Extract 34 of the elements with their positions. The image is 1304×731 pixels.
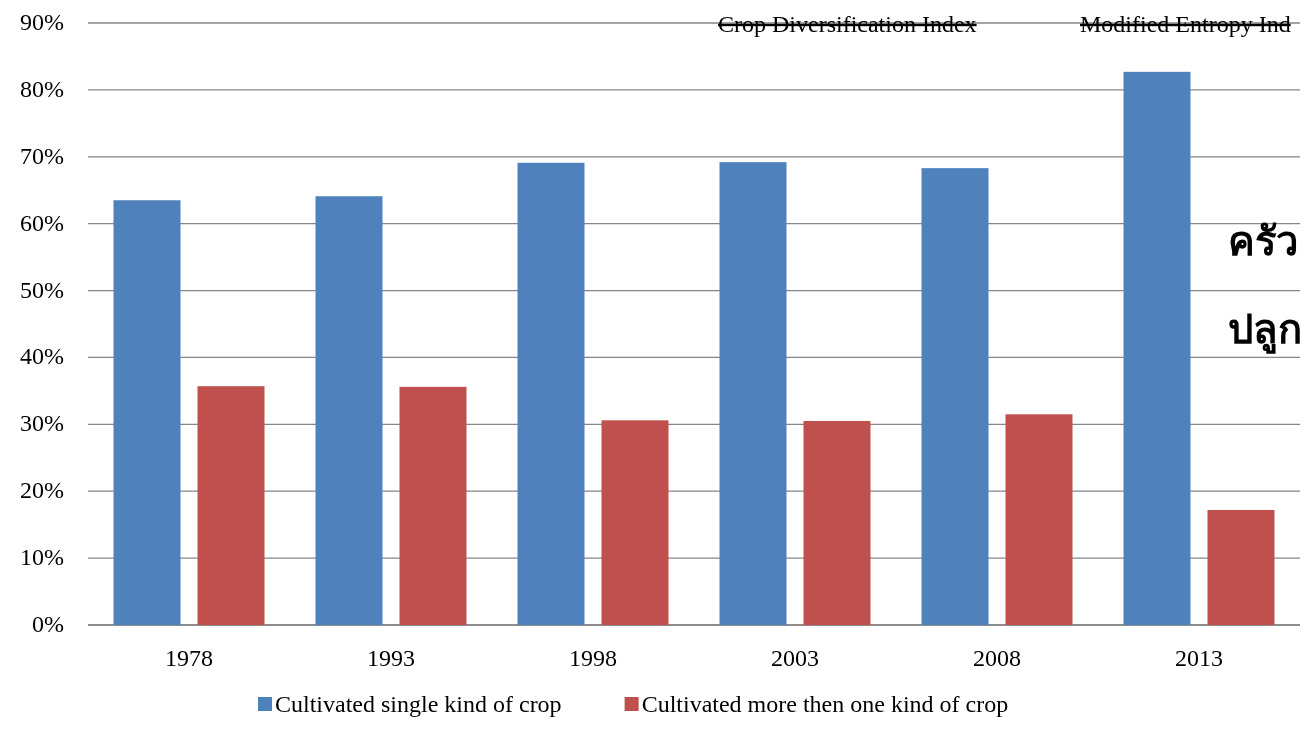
y-tick-label: 70%: [20, 142, 64, 169]
y-tick-label: 0%: [32, 611, 64, 637]
bar: [921, 168, 989, 625]
y-tick-label: 20%: [20, 477, 64, 504]
bar: [113, 200, 181, 625]
x-tick-label: 1993: [367, 645, 415, 671]
bar: [803, 420, 871, 625]
annotation: Modified Entropy Ind: [1080, 11, 1291, 37]
bar: [1005, 414, 1073, 625]
x-tick-label: 1998: [569, 645, 617, 671]
y-tick-label: 80%: [20, 75, 64, 102]
legend-label: Cultivated single kind of crop: [275, 691, 562, 717]
bar: [315, 196, 383, 625]
annotation: ปลูก: [1228, 306, 1302, 354]
bar: [719, 162, 787, 625]
bar: [601, 420, 669, 625]
x-tick-label: 2013: [1175, 645, 1223, 671]
bar: [197, 386, 265, 625]
y-tick-label: 60%: [20, 209, 64, 236]
y-tick-label: 50%: [20, 276, 64, 303]
y-tick-label: 10%: [20, 544, 64, 571]
bar: [1123, 71, 1191, 625]
y-tick-label: 90%: [20, 9, 64, 35]
annotation: ครัว: [1228, 218, 1298, 264]
y-tick-label: 40%: [20, 343, 64, 370]
bar: [399, 386, 467, 625]
x-tick-label: 2003: [771, 645, 819, 671]
bar: [517, 162, 585, 625]
legend-label: Cultivated more then one kind of crop: [641, 691, 1009, 717]
x-tick-label: 1978: [165, 645, 213, 671]
x-tick-label: 2008: [973, 645, 1021, 671]
y-tick-label: 30%: [20, 410, 64, 437]
annotation: Crop Diversification Index: [718, 11, 977, 37]
bar: [1207, 509, 1275, 625]
